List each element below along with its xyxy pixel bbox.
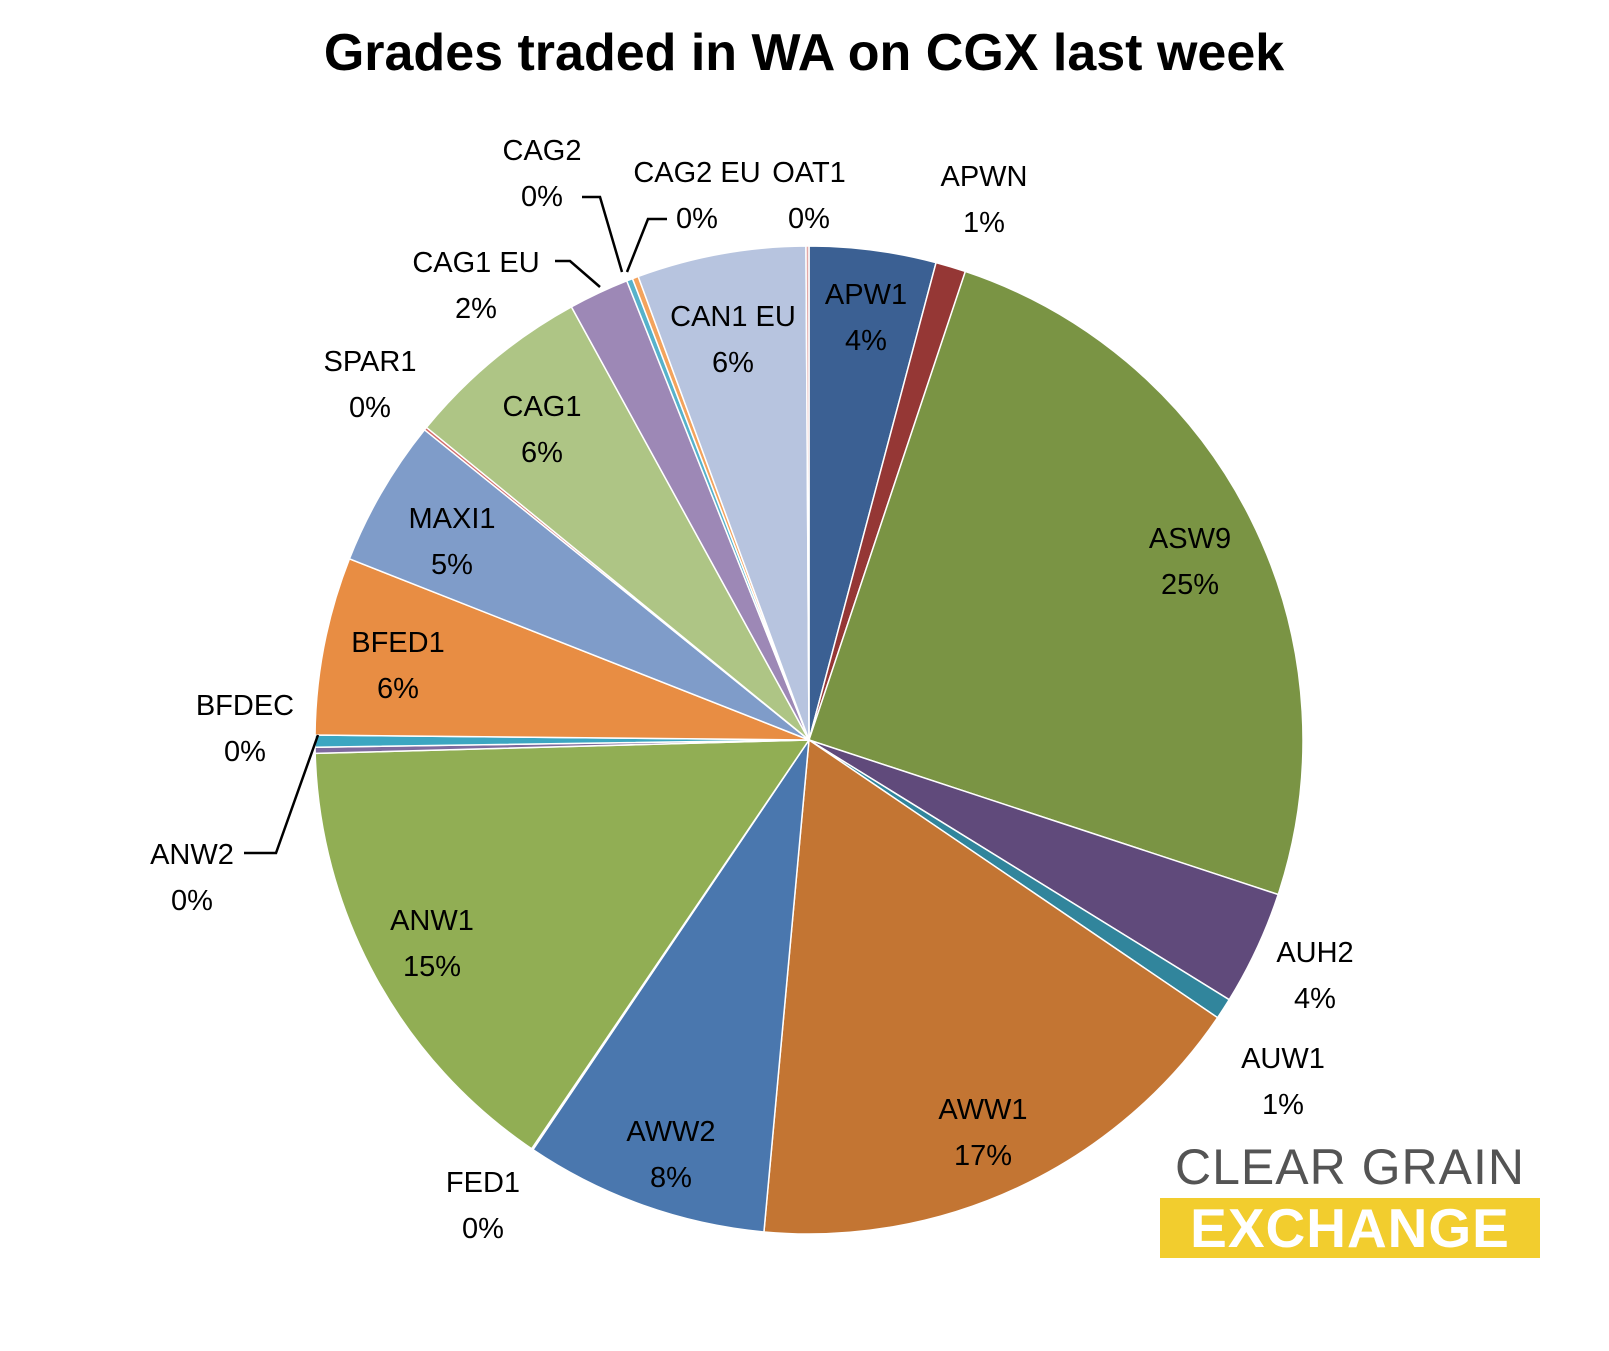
- pie-slices: [314, 245, 1304, 1235]
- slice-label-cag2-eu: CAG2 EU: [633, 157, 760, 189]
- slice-percent-aww1: 17%: [954, 1140, 1012, 1172]
- slice-percent-bfed1: 6%: [377, 673, 419, 705]
- pie-slice-bfed1: [314, 557, 810, 741]
- slice-label-maxi1: MAXI1: [408, 503, 495, 535]
- pie-slice-oat1: [805, 245, 810, 741]
- pie-slice-aww1: [763, 738, 1219, 1235]
- slice-percent-anw1: 15%: [403, 951, 461, 983]
- pie-slice-can1-eu: [637, 245, 810, 741]
- pie-slice-anw1: [314, 739, 811, 1150]
- slice-label-aww1: AWW1: [938, 1094, 1027, 1126]
- slice-percent-maxi1: 5%: [431, 549, 473, 581]
- pie-slice-cag1: [425, 305, 810, 741]
- slice-label-auh2: AUH2: [1276, 937, 1353, 969]
- slice-percent-oat1: 0%: [788, 203, 830, 235]
- leader-lines: [244, 195, 667, 855]
- slice-label-bfdec: BFDEC: [196, 690, 294, 722]
- slice-label-oat1: OAT1: [772, 157, 846, 189]
- slice-label-apw1: APW1: [825, 279, 907, 311]
- leader-line-cag1-eu: [555, 259, 601, 288]
- slice-percent-anw2: 0%: [171, 885, 213, 917]
- leader-line-anw2: [244, 734, 320, 855]
- slice-label-cag1-eu: CAG1 EU: [412, 247, 539, 279]
- leader-line-cag2-eu: [625, 217, 667, 273]
- slice-label-spar1: SPAR1: [324, 346, 417, 378]
- logo-line-1: CLEAR GRAIN: [1175, 1139, 1525, 1195]
- slice-label-anw1: ANW1: [390, 905, 474, 937]
- slice-percent-apw1: 4%: [845, 325, 887, 357]
- logo-line-2: EXCHANGE: [1160, 1198, 1540, 1258]
- slice-label-can1-eu: CAN1 EU: [670, 301, 796, 333]
- slice-label-auw1: AUW1: [1241, 1043, 1325, 1075]
- slice-label-aww2: AWW2: [626, 1116, 715, 1148]
- slice-percent-cag1: 6%: [521, 437, 563, 469]
- slice-percent-cag2: 0%: [521, 181, 563, 213]
- slice-percent-apwn: 1%: [963, 207, 1005, 239]
- slice-percent-asw9: 25%: [1161, 569, 1219, 601]
- slice-label-fed1: FED1: [446, 1167, 520, 1199]
- slice-percent-auw1: 1%: [1262, 1089, 1304, 1121]
- slice-percent-aww2: 8%: [650, 1162, 692, 1194]
- slice-percent-cag1-eu: 2%: [455, 293, 497, 325]
- slice-label-cag2: CAG2: [503, 135, 582, 167]
- slice-label-anw2: ANW2: [150, 839, 234, 871]
- clear-grain-exchange-logo: CLEAR GRAIN EXCHANGE: [1160, 1140, 1540, 1258]
- slice-percent-bfdec: 0%: [224, 736, 266, 768]
- slice-percent-fed1: 0%: [462, 1213, 504, 1245]
- slice-percent-can1-eu: 6%: [712, 347, 754, 379]
- slice-percent-spar1: 0%: [349, 392, 391, 424]
- slice-label-bfed1: BFED1: [351, 627, 444, 659]
- slice-label-apwn: APWN: [941, 161, 1028, 193]
- slice-label-asw9: ASW9: [1149, 523, 1231, 555]
- slice-percent-auh2: 4%: [1294, 983, 1336, 1015]
- slice-percent-cag2-eu: 0%: [676, 203, 718, 235]
- slice-labels: APW1 4% APWN 1% ASW9 25% AUH2 4% AUW1 1% AWW1 17% AW…: [150, 135, 1354, 1245]
- leader-line-cag2: [582, 195, 624, 273]
- pie-slice-maxi1: [348, 428, 810, 741]
- pie-slice-aww2: [531, 739, 810, 1233]
- pie-slice-asw9: [808, 270, 1304, 896]
- slice-label-cag1: CAG1: [503, 391, 582, 423]
- chart-title: Grades traded in WA on CGX last week: [324, 24, 1284, 82]
